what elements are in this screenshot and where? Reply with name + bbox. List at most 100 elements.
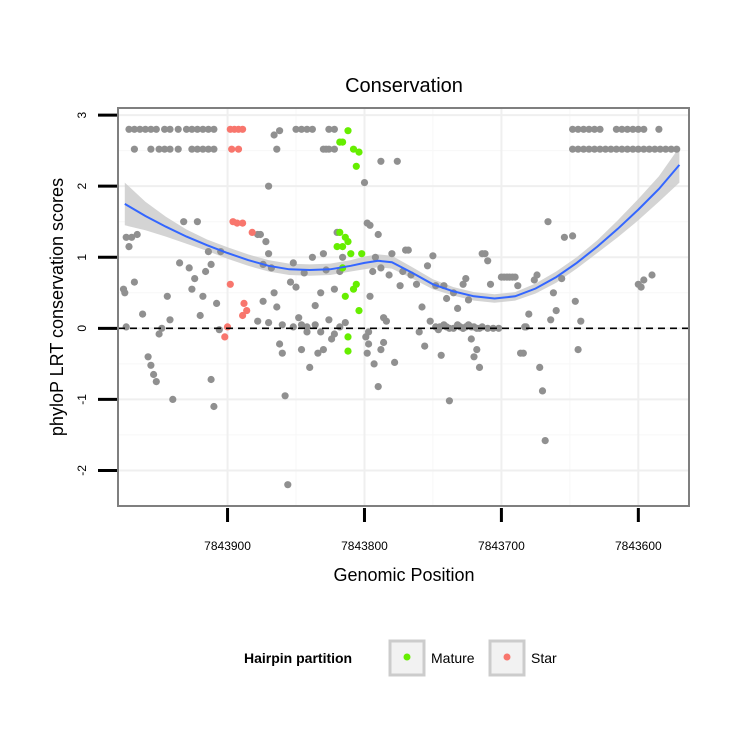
point-other: [634, 145, 642, 153]
point-other: [193, 218, 201, 226]
point-other: [645, 145, 653, 153]
point-other: [292, 125, 300, 133]
point-other: [139, 310, 147, 318]
point-other: [188, 145, 196, 153]
point-other: [166, 145, 174, 153]
x-tick-label: 7843600: [615, 539, 662, 553]
point-other: [538, 387, 547, 395]
point-other: [297, 346, 306, 354]
point-star: [228, 145, 236, 153]
point-other: [363, 349, 371, 357]
point-other: [612, 125, 621, 133]
point-other: [286, 278, 295, 286]
point-other: [462, 275, 470, 283]
point-other: [314, 349, 322, 357]
point-other: [161, 145, 169, 153]
point-other: [382, 317, 390, 325]
point-other: [144, 353, 152, 361]
point-other: [152, 125, 160, 133]
point-other: [330, 125, 338, 133]
point-other: [445, 397, 453, 405]
point-other: [511, 273, 519, 281]
point-mature: [349, 145, 358, 153]
point-mature: [355, 148, 363, 156]
point-other: [166, 316, 174, 324]
point-other: [585, 145, 593, 153]
point-other: [429, 252, 437, 260]
point-mature: [349, 285, 358, 293]
y-tick-label: 0: [75, 325, 89, 332]
point-other: [303, 323, 311, 331]
point-mature: [339, 243, 347, 251]
point-other: [426, 317, 434, 325]
point-other: [596, 145, 604, 153]
point-other: [374, 383, 382, 391]
point-other: [362, 333, 370, 341]
point-other: [377, 346, 385, 354]
point-other: [281, 392, 289, 400]
point-other: [601, 145, 610, 153]
point-other: [308, 253, 316, 261]
y-tick-label: 2: [75, 183, 89, 190]
point-other: [522, 323, 530, 331]
point-other: [623, 145, 632, 153]
point-star: [239, 125, 247, 133]
point-other: [574, 125, 582, 133]
point-other: [574, 145, 582, 153]
point-other: [213, 299, 221, 307]
point-other: [130, 278, 138, 286]
point-other: [484, 257, 492, 265]
point-other: [662, 145, 670, 153]
point-other: [215, 326, 223, 334]
x-tick-label: 7843800: [341, 539, 388, 553]
point-mature: [344, 238, 352, 246]
point-other: [330, 330, 338, 338]
point-other: [166, 125, 174, 133]
points-layer: [119, 125, 681, 489]
point-other: [667, 145, 675, 153]
point-other: [158, 324, 166, 332]
point-other: [415, 328, 423, 336]
point-other: [174, 125, 182, 133]
point-other: [396, 282, 404, 290]
point-other: [536, 363, 544, 371]
point-other: [193, 125, 201, 133]
point-other: [475, 363, 484, 371]
point-other: [210, 145, 218, 153]
point-other: [289, 259, 297, 267]
point-other: [385, 271, 393, 279]
point-other: [569, 145, 577, 153]
point-star: [221, 333, 229, 341]
point-other: [443, 294, 451, 303]
point-other: [437, 351, 445, 359]
point-other: [188, 125, 196, 133]
point-other: [295, 314, 303, 322]
point-other: [637, 283, 645, 291]
point-other: [270, 289, 278, 297]
point-other: [150, 370, 158, 379]
point-other: [199, 292, 207, 300]
point-other: [169, 395, 177, 403]
point-other: [634, 125, 642, 133]
y-tick-label: 1: [75, 254, 89, 261]
point-other: [423, 262, 432, 270]
point-other: [549, 289, 558, 297]
point-other: [122, 323, 130, 331]
point-other: [495, 324, 503, 332]
point-other: [580, 125, 588, 133]
point-other: [125, 125, 133, 133]
point-other: [300, 269, 308, 277]
point-other: [640, 125, 648, 133]
point-other: [273, 145, 281, 153]
point-other: [278, 349, 286, 357]
point-mature: [355, 307, 363, 315]
point-other: [341, 319, 349, 327]
point-other: [470, 353, 478, 361]
point-other: [147, 125, 155, 133]
y-tick-label: 3: [75, 111, 89, 118]
point-other: [525, 310, 533, 318]
point-other: [325, 145, 333, 153]
point-other: [380, 338, 388, 347]
point-other: [188, 285, 196, 293]
point-mature: [341, 292, 349, 300]
